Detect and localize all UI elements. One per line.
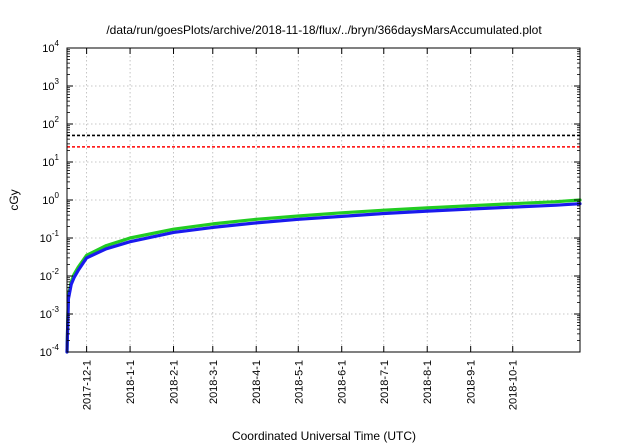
x-tick-label: 2017-12-1 bbox=[82, 360, 94, 410]
y-tick-label: 101 bbox=[42, 153, 59, 169]
y-axis-label: cGy bbox=[7, 189, 21, 210]
grid bbox=[67, 48, 580, 352]
series-line-1 bbox=[65, 198, 582, 354]
series-line-2 bbox=[65, 202, 582, 354]
x-tick-label: 2018-7-1 bbox=[379, 360, 391, 404]
y-tick-label: 10-4 bbox=[40, 343, 60, 359]
x-axis-label: Coordinated Universal Time (UTC) bbox=[232, 429, 416, 443]
x-tick-label: 2018-2-1 bbox=[169, 360, 181, 404]
x-tick-label: 2018-3-1 bbox=[208, 360, 220, 404]
y-tick-label: 102 bbox=[42, 115, 59, 131]
x-tick-label: 2018-10-1 bbox=[508, 360, 520, 410]
series-lines bbox=[65, 198, 582, 354]
x-tick-label: 2018-9-1 bbox=[466, 360, 478, 404]
reference-lines bbox=[67, 134, 580, 148]
y-tick-label: 10-3 bbox=[40, 305, 60, 321]
x-tick-label: 2018-6-1 bbox=[337, 360, 349, 404]
y-tick-label: 10-1 bbox=[40, 229, 60, 245]
x-tick-label: 2018-1-1 bbox=[125, 360, 137, 404]
chart-title: /data/run/goesPlots/archive/2018-11-18/f… bbox=[106, 23, 542, 37]
x-tick-label: 2018-8-1 bbox=[422, 360, 434, 404]
x-tick-label: 2018-5-1 bbox=[293, 360, 305, 404]
y-tick-label: 104 bbox=[42, 39, 59, 55]
y-axis-ticks: 10-4 10-3 10-2 10-1 100 101 102 103 104 bbox=[40, 39, 580, 359]
y-tick-label: 10-2 bbox=[40, 267, 60, 283]
y-tick-label: 103 bbox=[42, 77, 59, 93]
y-tick-label: 100 bbox=[42, 191, 59, 207]
x-axis-ticks: 2017-12-1 2018-1-1 2018-2-1 2018-3-1 2018-4-… bbox=[82, 48, 520, 410]
x-tick-label: 2018-4-1 bbox=[251, 360, 263, 404]
